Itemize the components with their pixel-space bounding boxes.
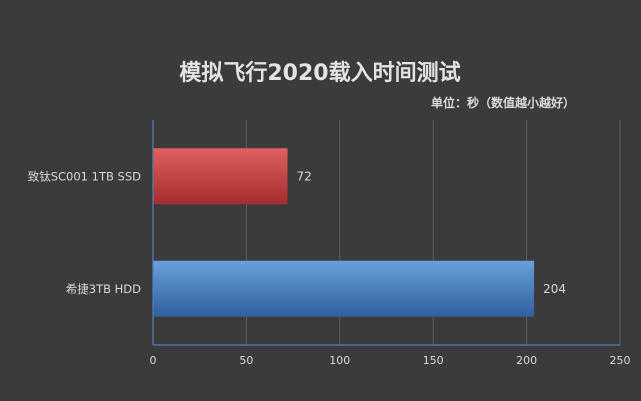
x-tick-labels: 0 50 100 150 200 250	[150, 354, 631, 367]
bars	[153, 148, 535, 317]
x-tick-label: 250	[610, 354, 631, 367]
data-labels: 72 204	[296, 169, 565, 296]
x-tick-label: 100	[329, 354, 350, 367]
bar	[153, 260, 535, 317]
data-label: 72	[296, 169, 311, 183]
bar	[153, 148, 288, 205]
category-label: 致钛SC001 1TB SSD	[28, 169, 141, 183]
axes	[152, 120, 620, 346]
x-tick-label: 0	[150, 354, 157, 367]
x-tick-label: 150	[423, 354, 444, 367]
x-tick-label: 200	[516, 354, 537, 367]
x-tick-label: 50	[239, 354, 253, 367]
category-label: 希捷3TB HDD	[66, 282, 141, 296]
chart-subtitle: 单位：秒（数值越小越好）	[431, 95, 575, 110]
data-label: 204	[543, 282, 566, 296]
category-labels: 致钛SC001 1TB SSD 希捷3TB HDD	[28, 169, 141, 296]
chart-title: 模拟飞行2020载入时间测试	[179, 60, 460, 86]
